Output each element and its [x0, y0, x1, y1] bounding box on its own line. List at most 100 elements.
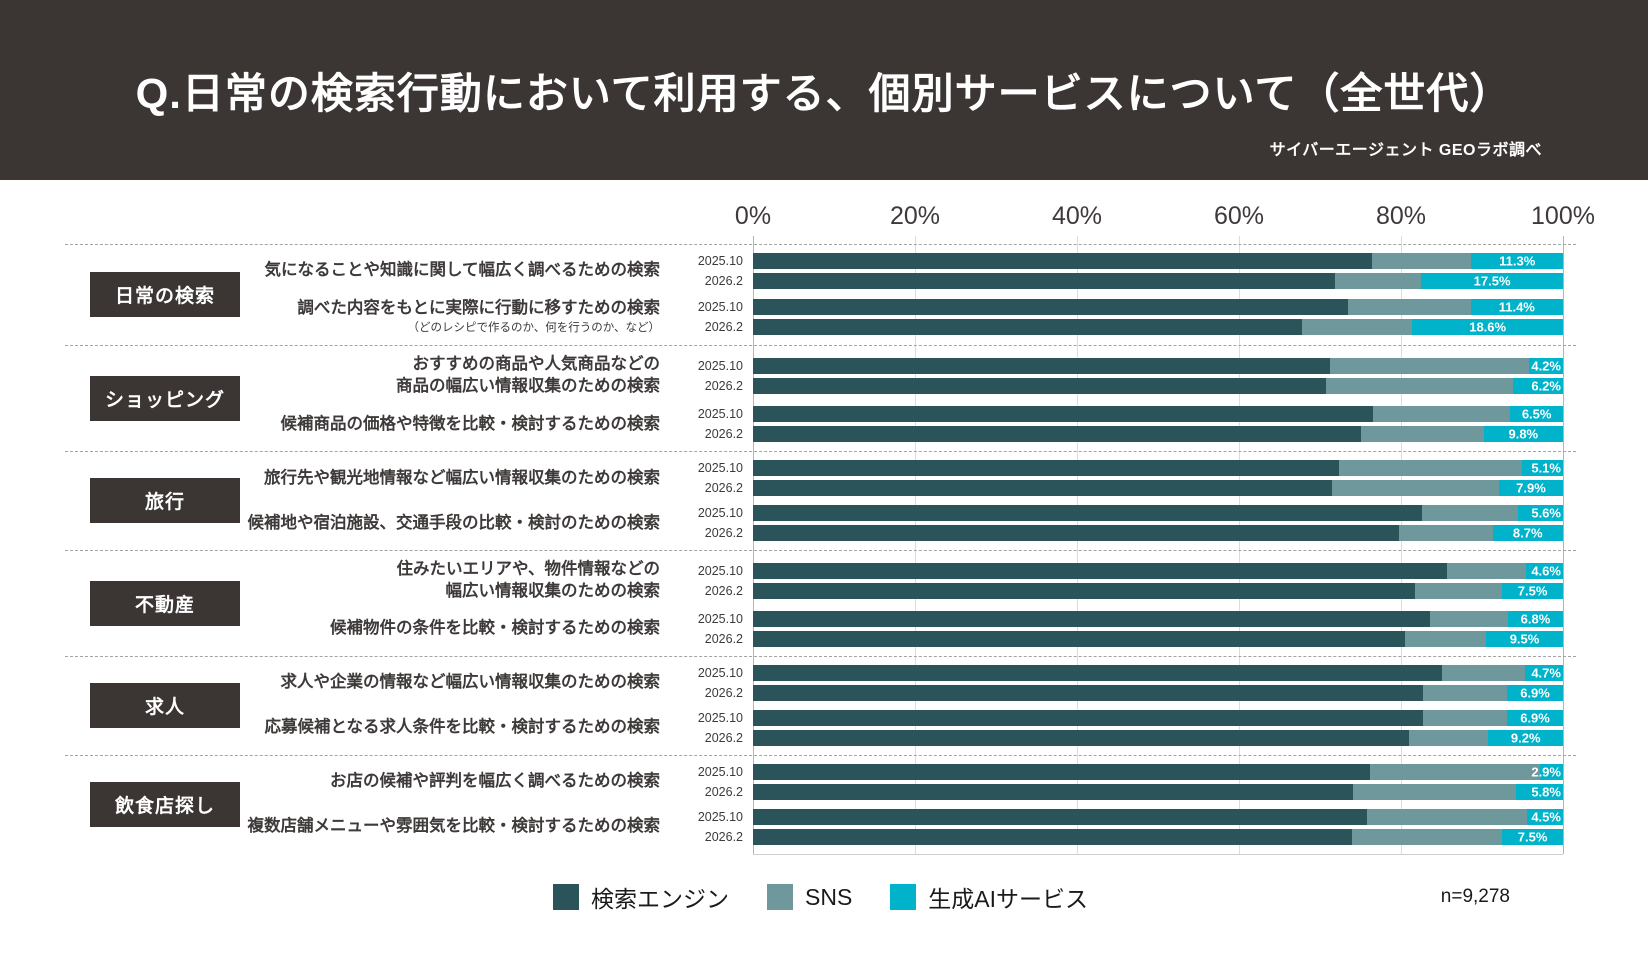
- period-label: 2025.10: [697, 358, 743, 373]
- period-label: 2025.10: [697, 461, 743, 476]
- bar-segment-search-engine: [753, 505, 1423, 522]
- sample-size: n=9,278: [1440, 886, 1510, 908]
- bar-segment-sns: [1372, 406, 1511, 423]
- legend-swatch: [553, 884, 579, 911]
- period-label: 2026.2: [704, 427, 743, 442]
- bar-segment-search-engine: [753, 460, 1340, 477]
- bar-segment-gen-ai: 2.9%: [1531, 764, 1563, 781]
- question-block: 複数店舗メニューや雰囲気を比較・検討するための検索 2025.10 4.5% 2026…: [240, 809, 1576, 846]
- category-label: 日常の検索: [90, 272, 240, 318]
- period-label: 2026.2: [704, 320, 743, 335]
- bar-segment-search-engine: [753, 665, 1443, 682]
- bar-segment-sns: [1329, 357, 1529, 374]
- question-label: 複数店舗メニューや雰囲気を比較・検討するための検索: [247, 817, 661, 836]
- gen-ai-value-label: 4.2%: [1531, 358, 1561, 374]
- period-label: 2025.10: [697, 254, 743, 268]
- legend-label: SNS: [805, 883, 853, 910]
- question-label: おすすめの商品や人気商品などの 商品の幅広い情報収集のための検索: [396, 355, 660, 395]
- bar-segment-search-engine: [753, 426, 1361, 443]
- bar-track: 6.2%: [753, 377, 1563, 394]
- bar-segment-sns: [1353, 784, 1516, 801]
- gen-ai-value-label: 5.6%: [1531, 505, 1561, 521]
- gen-ai-value-label: 9.2%: [1510, 730, 1541, 746]
- bar-segment-sns: [1366, 809, 1527, 826]
- gridline: [1238, 236, 1240, 855]
- gridlines: [752, 236, 1564, 856]
- question-block: おすすめの商品や人気商品などの 商品の幅広い情報収集のための検索 2025.10 4.…: [240, 354, 1576, 397]
- bar-segment-gen-ai: 11.3%: [1471, 253, 1563, 269]
- bar-rows: 2025.10 4.7% 2026.2 6.9%: [660, 665, 1576, 702]
- bar-row: 2026.2 18.6%: [660, 319, 1576, 336]
- question-block: 候補地や宿泊施設、交通手段の比較・検討のための検索 2025.10 5.6% 2026…: [240, 505, 1576, 542]
- bar-track: 7.5%: [753, 829, 1563, 846]
- bar-segment-gen-ai: 6.8%: [1507, 611, 1563, 628]
- bar-segment-search-engine: [753, 357, 1330, 374]
- period-label: 2026.2: [704, 274, 743, 288]
- legend-swatch: [890, 884, 917, 911]
- question-column: 求人や企業の情報など幅広い情報収集のための検索 2025.10 4.7% 2026.2…: [240, 665, 1576, 747]
- bar-segment-gen-ai: 6.9%: [1507, 685, 1563, 702]
- bar-track: 9.8%: [753, 426, 1563, 443]
- bar-row: 2026.2 17.5%: [660, 273, 1576, 289]
- bar-track: 6.8%: [753, 611, 1563, 628]
- bar-segment-sns: [1332, 480, 1499, 497]
- bar-row: 2026.2 9.2%: [660, 730, 1576, 747]
- period-label: 2025.10: [697, 563, 743, 578]
- chart-group: 日常の検索 気になることや知識に関して幅広く調べるための検索 2025.10 11.3…: [65, 244, 1576, 345]
- bar-segment-sns: [1326, 377, 1513, 394]
- legend: 検索エンジン SNS 生成AIサービス: [553, 880, 1088, 914]
- bar-segment-gen-ai: 17.5%: [1421, 273, 1563, 289]
- survey-credit: サイバーエージェント GEOラボ調べ: [1269, 142, 1542, 159]
- bar-track: 18.6%: [753, 319, 1563, 336]
- bar-segment-search-engine: [753, 685, 1423, 702]
- chart-groups: 日常の検索 気になることや知識に関して幅広く調べるための検索 2025.10 11.3…: [65, 236, 1576, 856]
- question-block: 調べた内容をもとに実際に行動に移すための検索 （どのレシピで作るのか、何を行うのか…: [240, 298, 1576, 336]
- bar-segment-sns: [1339, 460, 1522, 477]
- question-block: 住みたいエリアや、物件情報などの 幅広い情報収集のための検索 2025.10 4.6%…: [240, 559, 1576, 602]
- bar-segment-gen-ai: 4.7%: [1524, 665, 1563, 682]
- gridline: [914, 236, 916, 855]
- bar-track: 5.8%: [753, 784, 1563, 801]
- question-column: おすすめの商品や人気商品などの 商品の幅広い情報収集のための検索 2025.10 4.…: [240, 354, 1576, 443]
- question-block: 旅行先や観光地情報など幅広い情報収集のための検索 2025.10 5.1% 2026.…: [240, 460, 1576, 497]
- bar-segment-search-engine: [753, 582, 1415, 599]
- bar-segment-search-engine: [753, 299, 1348, 316]
- bar-segment-search-engine: [753, 829, 1353, 846]
- bar-row: 2025.10 4.7%: [660, 665, 1576, 682]
- bar-rows: 2025.10 2.9% 2026.2 5.8%: [660, 764, 1576, 801]
- bar-segment-search-engine: [753, 730, 1410, 747]
- gen-ai-value-label: 5.8%: [1531, 784, 1561, 800]
- bar-track: 4.7%: [753, 665, 1563, 682]
- gen-ai-value-label: 8.7%: [1512, 525, 1543, 541]
- bar-rows: 2025.10 6.9% 2026.2 9.2%: [660, 710, 1576, 747]
- question-block: 求人や企業の情報など幅広い情報収集のための検索 2025.10 4.7% 2026.2…: [240, 665, 1576, 702]
- bar-rows: 2025.10 11.4% 2026.2 18.6%: [660, 299, 1576, 336]
- x-axis: 0% 20% 40% 60% 80% 100%: [735, 202, 1595, 244]
- bar-track: 6.9%: [753, 685, 1563, 702]
- bar-segment-gen-ai: 8.7%: [1492, 525, 1563, 542]
- question-label: 旅行先や観光地情報など幅広い情報収集のための検索: [264, 468, 660, 487]
- bar-rows: 2025.10 11.3% 2026.2 17.5%: [660, 253, 1576, 289]
- bar-track: 4.5%: [753, 809, 1563, 826]
- bar-segment-search-engine: [753, 611, 1431, 628]
- bar-segment-sns: [1442, 665, 1525, 682]
- axis-tick-label: 80%: [1375, 202, 1427, 230]
- question-block: 気になることや知識に関して幅広く調べるための検索 2025.10 11.3% 2026…: [240, 253, 1576, 289]
- chart-footer: 検索エンジン SNS 生成AIサービス n=9,278: [0, 880, 1648, 924]
- legend-swatch: [767, 884, 793, 911]
- bar-segment-search-engine: [753, 764, 1371, 781]
- gridline: [1076, 236, 1078, 855]
- axis-tick-label: 40%: [1051, 202, 1103, 230]
- bar-segment-gen-ai: 4.2%: [1528, 357, 1563, 374]
- bar-row: 2026.2 7.5%: [660, 582, 1576, 599]
- question-label: 気になることや知識に関して幅広く調べるための検索: [264, 261, 660, 280]
- bar-segment-sns: [1422, 685, 1508, 702]
- bar-row: 2025.10 6.9%: [660, 710, 1576, 727]
- bar-segment-sns: [1371, 253, 1472, 269]
- question-column: お店の候補や評判を幅広く調べるための検索 2025.10 2.9% 2026.2 5.8…: [240, 764, 1576, 846]
- bar-row: 2026.2 5.8%: [660, 784, 1576, 801]
- legend-item: 検索エンジン: [553, 880, 729, 914]
- bar-segment-gen-ai: 7.9%: [1499, 480, 1563, 497]
- legend-item: SNS: [767, 884, 852, 911]
